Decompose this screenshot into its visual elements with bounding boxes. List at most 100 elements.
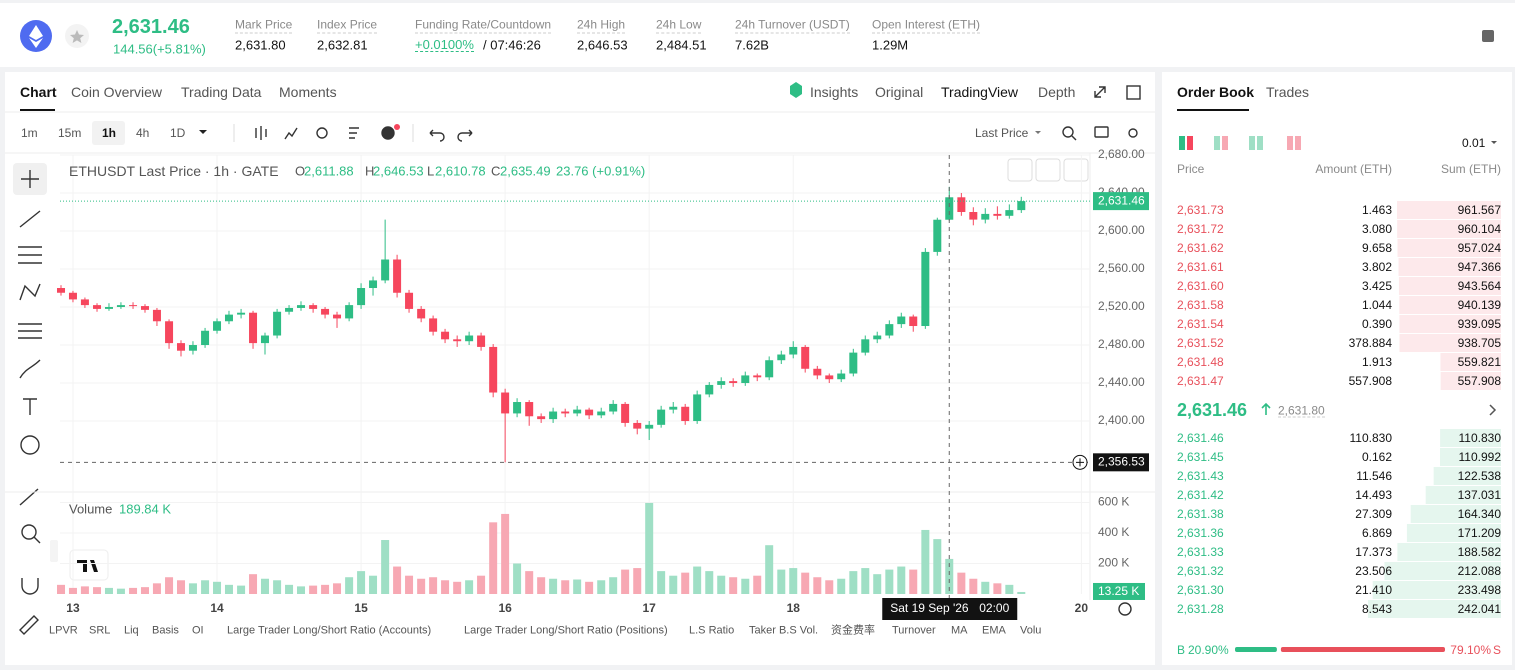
ob-sum: 110.992 [1458,450,1502,464]
ohlc-label: O [295,163,306,179]
candle-body [969,212,978,220]
buy-ratio: 20.90% [1188,643,1229,657]
depth-bar [1398,277,1501,295]
volume-bar [381,540,390,594]
candle-body [621,403,630,423]
ob-tab[interactable]: Trades [1266,84,1310,100]
candle-body [981,213,990,220]
candle-body [501,392,510,414]
ob-amount: 0.390 [1361,317,1392,331]
precision[interactable]: 0.01 [1462,136,1486,150]
chart-buttons[interactable] [1007,158,1089,182]
candle-body [813,368,822,376]
indicator[interactable]: Large Trader Long/Short Ratio (Positions… [464,624,668,637]
view-tab[interactable]: Insights [810,84,859,100]
candle-body [561,411,570,414]
indicator[interactable]: OI [192,624,204,637]
view-tab[interactable]: TradingView [941,84,1019,100]
ohlc-change: 23.76 (+0.91%) [556,163,646,179]
ob-tab[interactable]: Order Book [1177,84,1255,100]
indicator[interactable]: Volu [1020,624,1042,637]
volume-bar [957,572,966,594]
collapse-handle[interactable] [50,540,58,562]
volume-bar [104,587,113,594]
volume-bar [693,566,702,594]
x-tick-label: 18 [787,601,801,615]
ob-amount: 1.913 [1361,355,1392,369]
depth-bar [1397,543,1501,561]
volume-bar [57,584,66,594]
candle-body [369,280,378,289]
indicator[interactable]: 资金费率 [831,624,875,637]
chart-tab[interactable]: Chart [20,84,57,100]
ob-amount: 27.309 [1355,507,1392,521]
candle-body [417,308,426,319]
ohlc-value: 2,635.49 [500,163,551,179]
volume-bar [405,575,414,594]
volume-bar [741,578,750,594]
volume-bar [717,575,726,594]
ob-price: 2,631.45 [1177,450,1224,464]
candle-body [777,354,786,361]
volume-bar [633,568,642,594]
candle-body [393,259,402,293]
ob-sum: 110.830 [1458,431,1502,445]
view-tab[interactable]: Depth [1038,84,1076,100]
ob-sum: 137.031 [1457,488,1501,502]
volume-bar [657,571,666,594]
ob-sum: 171.209 [1457,526,1501,540]
depth-bar [1440,448,1501,466]
drawing-tools[interactable] [18,170,42,635]
candle-body [57,288,66,293]
candle-body [285,307,294,312]
chart-tab[interactable]: Moments [279,84,337,100]
indicator[interactable]: Liq [124,624,139,637]
interval[interactable]: 4h [136,126,150,140]
candle-body [705,384,714,395]
candle-body [861,339,870,353]
price-type[interactable]: Last Price [975,126,1029,140]
depth-bar [1368,600,1501,618]
ob-price: 2,631.30 [1177,583,1224,597]
header-icon[interactable] [1482,30,1494,42]
indicator[interactable]: Large Trader Long/Short Ratio (Accounts) [227,624,432,637]
candle-body [765,360,774,378]
indicator[interactable]: Turnover [892,624,936,637]
ob-amount: 0.162 [1361,450,1392,464]
chart-tab[interactable]: Trading Data [181,84,262,100]
volume-bar [213,581,222,594]
stat-label: Mark Price [235,17,293,34]
ob-price: 2,631.60 [1177,279,1224,293]
depth-bar [1397,220,1501,238]
indicator[interactable]: Basis [152,624,179,637]
interval[interactable]: 15m [58,126,82,140]
interval[interactable]: 1h [102,126,117,140]
indicator[interactable]: LPVR [49,624,78,637]
candle-body [693,394,702,422]
interval[interactable]: 1D [170,126,186,140]
ob-view-icons[interactable] [1179,136,1301,150]
toolbar-icons[interactable] [255,85,1141,142]
crosshair-date-label: Sat 19 Sep '26 [890,601,969,615]
chevron[interactable] [1489,404,1497,416]
volume-bar [537,577,546,594]
volume-bar [249,574,258,594]
candle-body [573,409,582,414]
indicator[interactable]: Taker B.S Vol. [749,624,819,637]
ob-amount: 1.463 [1361,203,1392,217]
ob-amount: 110.830 [1349,431,1393,445]
volume-bar [873,574,882,594]
indicator[interactable]: L.S Ratio [689,624,735,637]
ohlc-label: L [427,163,435,179]
indicator[interactable]: MA [951,624,968,637]
volume-bar [489,522,498,594]
indicator[interactable]: SRL [89,624,111,637]
interval[interactable]: 1m [21,126,38,140]
candle-body [260,335,269,344]
candle-body [681,406,690,422]
chart-tab[interactable]: Coin Overview [71,84,163,100]
ob-amount: 378.884 [1348,336,1392,350]
volume-bar [765,545,774,594]
view-tab[interactable]: Original [875,84,924,100]
indicator[interactable]: EMA [982,624,1006,637]
